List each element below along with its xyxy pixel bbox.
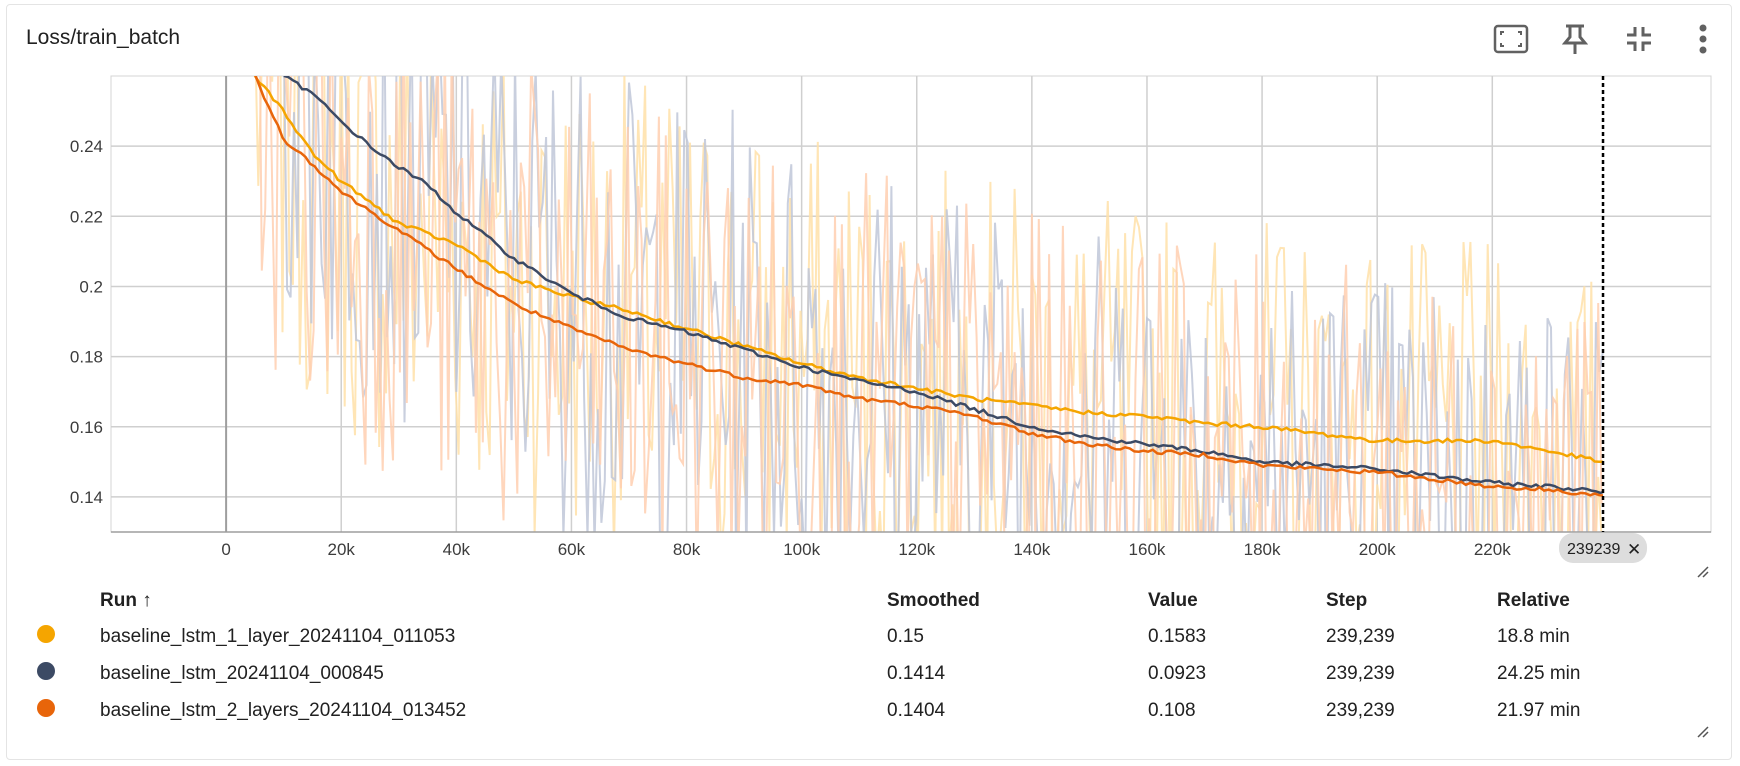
pin-button[interactable] [1556,20,1594,58]
run-color-dot [37,661,55,680]
step-badge-background [1559,533,1648,563]
pin-icon [1562,24,1588,54]
table-resize-handle[interactable] [1697,726,1709,738]
fit-to-view-button[interactable] [1492,20,1530,58]
raw-series-line [254,76,1603,532]
run-name: baseline_lstm_20241104_000845 [100,662,384,684]
smoothed-value: 0.1414 [887,662,946,684]
chart-title: Loss/train_batch [26,26,181,49]
relative-time: 21.97 min [1497,699,1581,721]
y-tick-label: 0.22 [70,207,103,226]
step-value: 239,239 [1326,699,1395,721]
step-cursor-badge[interactable]: 239239 ✕ [1559,533,1648,563]
x-tick-label: 180k [1244,540,1281,559]
value-column-header[interactable]: Value [1148,590,1198,611]
run-name: baseline_lstm_2_layers_20241104_013452 [100,699,467,721]
y-tick-label: 0.18 [70,348,103,367]
smoothed-value: 0.15 [887,625,924,647]
x-tick-label: 0 [221,540,230,559]
y-tick-label: 0.16 [70,418,103,437]
run-color-dot [37,698,55,717]
x-tick-label: 220k [1474,540,1511,559]
smoothed-column-header[interactable]: Smoothed [887,590,980,611]
relative-time: 24.25 min [1497,662,1581,684]
collapse-button[interactable] [1620,20,1658,58]
fit-to-view-icon [1493,24,1529,54]
y-tick-label: 0.14 [70,488,103,507]
card-toolbar [1492,20,1722,58]
series-line[interactable] [283,76,1604,495]
more-options-button[interactable] [1684,20,1722,58]
x-tick-label: 40k [443,540,471,559]
raw-value: 0.0923 [1148,662,1207,684]
x-tick-label: 80k [673,540,701,559]
table-row[interactable]: baseline_lstm_2_layers_20241104_013452 0… [24,692,1647,729]
raw-value: 0.1583 [1148,625,1207,647]
table-row[interactable]: baseline_lstm_20241104_000845 0.1414 0.0… [24,655,1647,692]
run-table-header: Run ↑ Smoothed Value Step Relative [24,584,1647,618]
y-tick-label: 0.2 [79,277,103,296]
run-name: baseline_lstm_1_layer_20241104_011053 [100,625,456,647]
chart-resize-handle[interactable] [1697,566,1709,578]
smoothed-value: 0.1404 [887,699,946,721]
line-chart[interactable]: 0.14 0.16 0.18 0.2 0.22 0.24 0 20k 40k 60k 80k 100k… [0,0,1740,580]
table-row[interactable]: baseline_lstm_1_layer_20241104_011053 0.… [24,618,1647,655]
run-table: Run ↑ Smoothed Value Step Relative basel… [24,584,1647,729]
relative-time: 18.8 min [1497,625,1570,647]
x-tick-label: 140k [1013,540,1050,559]
more-vert-icon [1699,24,1707,54]
series-line[interactable] [254,74,1604,497]
x-tick-label: 120k [898,540,935,559]
x-tick-label: 100k [783,540,820,559]
step-value: 239,239 [1326,625,1395,647]
collapse-icon [1627,27,1651,51]
raw-series-line [283,76,1604,532]
run-color-dot [37,624,55,643]
relative-column-header[interactable]: Relative [1497,590,1570,611]
step-column-header[interactable]: Step [1326,590,1368,611]
step-badge-label: 239239 [1567,541,1620,558]
y-tick-label: 0.24 [70,137,103,156]
run-column-header[interactable]: Run ↑ [100,590,152,611]
x-tick-label: 160k [1129,540,1166,559]
raw-series-line [259,76,1603,532]
raw-value: 0.108 [1148,699,1196,721]
x-tick-label: 20k [328,540,356,559]
close-icon[interactable]: ✕ [1627,540,1641,560]
step-value: 239,239 [1326,662,1395,684]
x-tick-label: 200k [1359,540,1396,559]
series-line[interactable] [253,76,1603,464]
x-tick-label: 60k [558,540,586,559]
